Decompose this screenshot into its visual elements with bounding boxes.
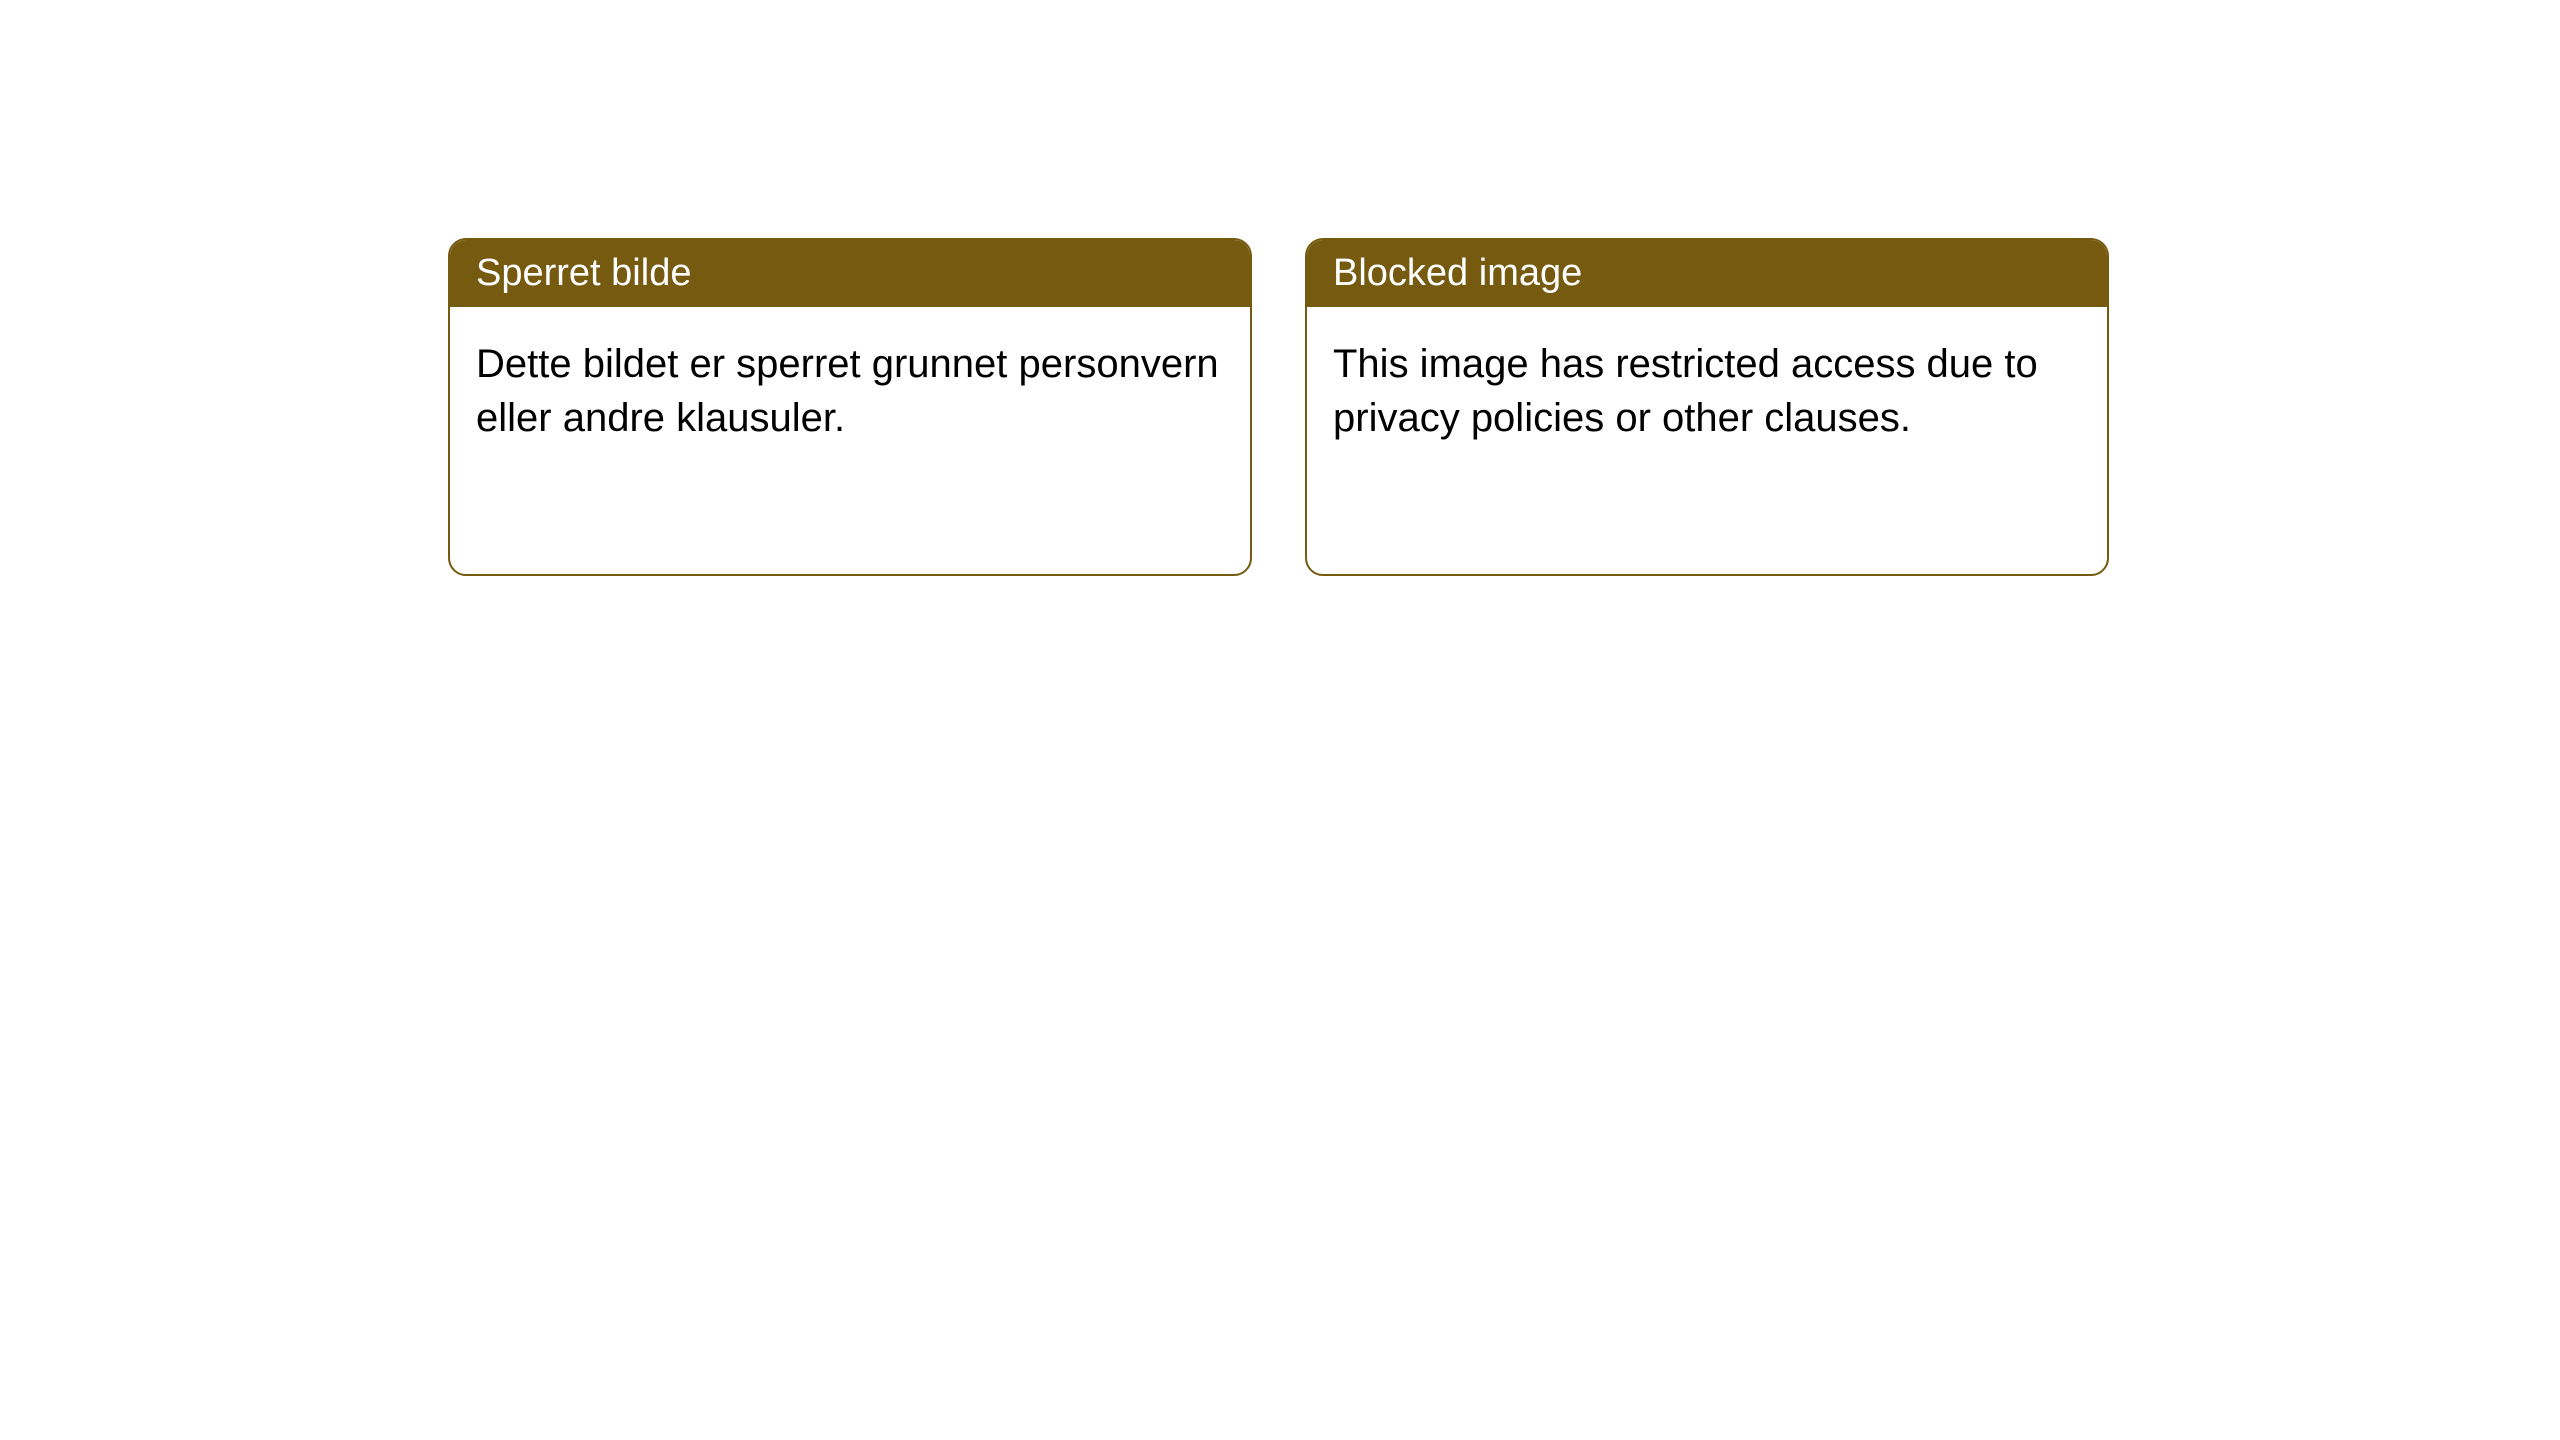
card-title: Blocked image: [1333, 252, 1582, 294]
card-english: Blocked image This image has restricted …: [1305, 238, 2109, 576]
card-header: Sperret bilde: [450, 240, 1250, 307]
card-body-text: This image has restricted access due to …: [1333, 342, 2038, 440]
card-body: Dette bildet er sperret grunnet personve…: [450, 307, 1250, 475]
card-title: Sperret bilde: [476, 252, 691, 294]
card-header: Blocked image: [1307, 240, 2107, 307]
cards-container: Sperret bilde Dette bildet er sperret gr…: [448, 238, 2109, 576]
card-norwegian: Sperret bilde Dette bildet er sperret gr…: [448, 238, 1252, 576]
card-body-text: Dette bildet er sperret grunnet personve…: [476, 342, 1219, 440]
card-body: This image has restricted access due to …: [1307, 307, 2107, 475]
